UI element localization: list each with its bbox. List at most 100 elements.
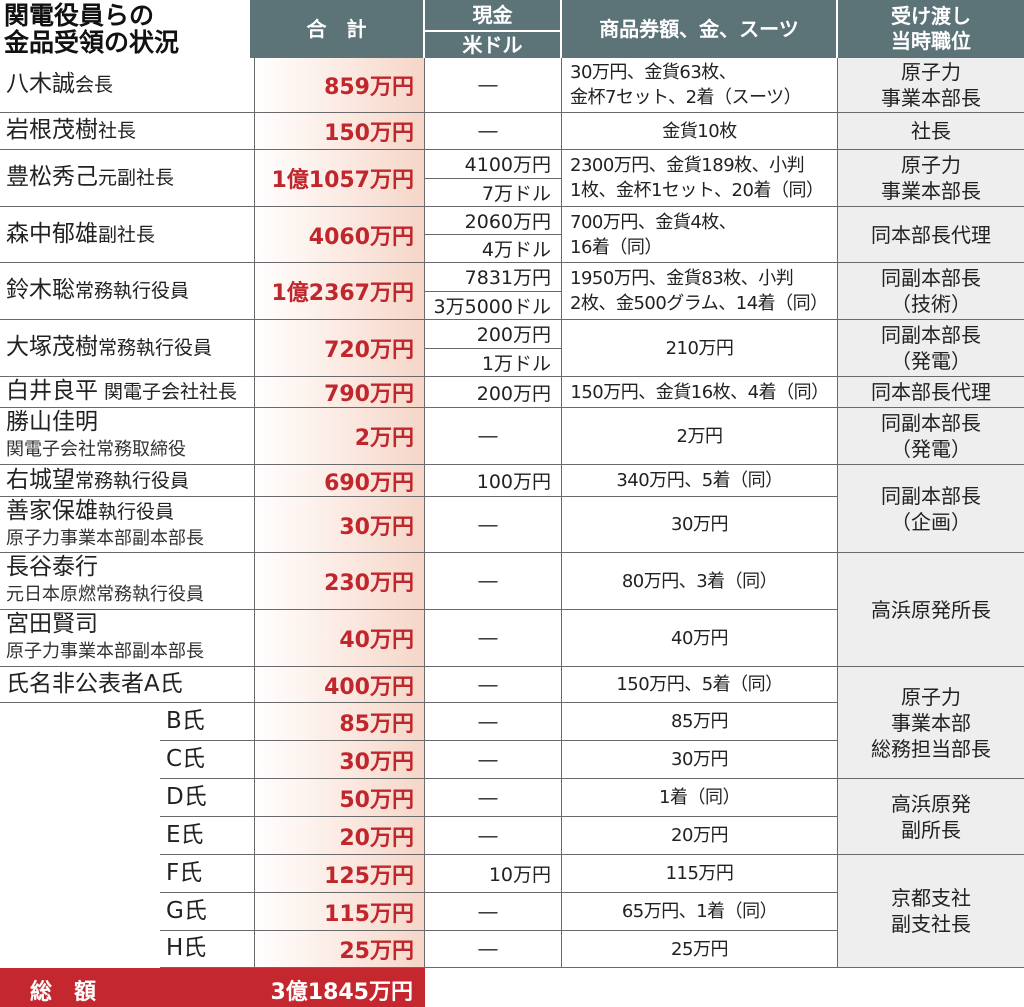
goods-cell: 340万円、5着（同） <box>562 465 838 497</box>
header-goods: 商品券額、金、スーツ <box>562 0 838 58</box>
name-line: 森中郁雄副社長 <box>6 221 155 249</box>
person-name: 豊松秀己 <box>6 164 98 190</box>
position-line: 高浜原発所長 <box>871 597 991 623</box>
goods-cell: 2300万円、金貨189枚、小判 1枚、金杯1セット、20着（同） <box>562 150 838 207</box>
person-sub: 原子力事業本部副本部長 <box>6 641 204 662</box>
goods-line: 30万円、金貨63枚、 <box>570 60 737 85</box>
goods-text: 30万円 <box>671 514 728 535</box>
position-text: 同本部長代理 <box>871 222 991 247</box>
total-amount: 150万円 <box>324 121 414 146</box>
cash-amount: ― <box>478 74 498 96</box>
total-amount: 690万円 <box>324 470 414 496</box>
goods-cell: 30万円 <box>562 497 838 553</box>
cash-amount: 3万5000ドル <box>433 295 551 318</box>
person-name: 岩根茂樹 <box>6 117 98 143</box>
total-cell: 25万円 <box>255 931 425 968</box>
person-name: F氏 <box>166 859 203 886</box>
cash-amount: 200万円 <box>476 324 551 347</box>
total-amount: 400万円 <box>324 674 414 700</box>
position-text: （企画） <box>891 509 971 534</box>
header-text: 受け渡し <box>891 4 971 28</box>
goods-cell: 金貨10枚 <box>562 113 838 150</box>
person-role: 元副社長 <box>98 167 175 189</box>
position-line: 副支社長 <box>891 911 971 937</box>
name-line: 善家保雄執行役員 <box>6 498 174 526</box>
cash-amount: ― <box>478 710 498 733</box>
cash-cell: ― <box>425 931 562 968</box>
person-name: H氏 <box>166 935 207 961</box>
goods-text: 340万円、5着（同） <box>616 470 783 491</box>
position-text: 総務担当部長 <box>871 736 991 761</box>
header-cash-bottom: 米ドル <box>425 32 562 58</box>
cash-amount: ― <box>478 786 498 809</box>
goods-text: 2300万円、金貨189枚、小判 <box>570 155 805 176</box>
position-text: 同副本部長 <box>881 266 981 290</box>
cash-cell: 4100万円 <box>425 150 562 179</box>
position-line: 同副本部長 <box>881 410 981 436</box>
person-sub: 原子力事業本部副本部長 <box>6 527 204 549</box>
name-line: 長谷泰行 <box>6 554 98 582</box>
header-cash-top: 現金 <box>425 0 562 32</box>
total-cell: 85万円 <box>255 703 425 741</box>
goods-line: 16着（同） <box>570 235 662 260</box>
person-name: 善家保雄 <box>6 497 98 524</box>
cash-cell: ― <box>425 408 562 465</box>
cash-amount: ― <box>478 425 498 447</box>
position-line: 事業本部 <box>891 710 971 736</box>
total-cell: 790万円 <box>255 377 425 408</box>
goods-line: 1着（同） <box>659 785 740 810</box>
total-cell: 2万円 <box>255 408 425 465</box>
person-name: E氏 <box>166 821 204 848</box>
name-cell: F氏 <box>160 855 255 893</box>
position-line: 原子力 <box>901 684 961 710</box>
cash-cell: 7831万円 <box>425 263 562 292</box>
total-cell: 50万円 <box>255 779 425 817</box>
goods-text: 700万円、金貨4枚、 <box>570 211 737 233</box>
position-line: 同副本部長 <box>881 483 981 509</box>
header-text: 合 計 <box>306 16 367 41</box>
person-name: 右城望 <box>6 466 75 493</box>
goods-text: 1950万円、金貨83枚、小判 <box>570 268 794 289</box>
position-text: 事業本部 <box>891 710 971 735</box>
person-name: 鈴木聡 <box>6 277 75 303</box>
total-amount: 115万円 <box>324 901 414 927</box>
goods-line: 150万円、金貨16枚、4着（同） <box>570 380 829 405</box>
goods-line: 85万円 <box>671 709 728 734</box>
total-amount: 1億2367万円 <box>271 281 414 306</box>
goods-text: 115万円 <box>665 863 734 884</box>
cash-amount: 7万ドル <box>481 182 551 205</box>
name-line: 氏名非公表者A氏 <box>6 671 183 699</box>
cash-cell: ― <box>425 703 562 741</box>
name-line: 鈴木聡常務執行役員 <box>6 277 189 305</box>
total-amount: 790万円 <box>324 382 414 407</box>
goods-cell: 85万円 <box>562 703 838 741</box>
goods-text: 30万円 <box>671 749 728 770</box>
position-text: 副支社長 <box>891 912 971 936</box>
total-amount: 30万円 <box>339 749 414 775</box>
position-line: 同本部長代理 <box>871 222 991 248</box>
header-text: 現金 <box>472 2 513 27</box>
total-cell: 1億1057万円 <box>255 150 425 207</box>
position-line: 副所長 <box>901 817 961 843</box>
goods-text: 65万円、1着（同） <box>621 901 778 922</box>
total-amount: 125万円 <box>324 863 414 889</box>
total-cell: 720万円 <box>255 320 425 377</box>
position-line: （発電） <box>891 348 971 374</box>
sub-line: 元日本原燃常務執行役員 <box>6 582 204 608</box>
footer-label: 総 額 <box>30 980 97 1005</box>
name-cell: 右城望常務執行役員 <box>0 465 255 497</box>
cash-cell: ― <box>425 817 562 855</box>
goods-text: 20万円 <box>671 825 728 846</box>
name-cell: 大塚茂樹常務執行役員 <box>0 320 255 377</box>
goods-text: 30万円、金貨63枚、 <box>570 62 737 83</box>
position-line: （企画） <box>891 509 971 535</box>
name-line: E氏 <box>166 822 204 850</box>
name-cell: 長谷泰行 元日本原燃常務執行役員 <box>0 553 255 610</box>
cash-cell: 100万円 <box>425 465 562 497</box>
cash-amount: 100万円 <box>476 471 551 493</box>
cash-cell: 7万ドル <box>425 178 562 207</box>
cash-cell: 2060万円 <box>425 207 562 235</box>
person-name: B氏 <box>166 707 205 734</box>
name-line: 八木誠会長 <box>6 71 113 99</box>
